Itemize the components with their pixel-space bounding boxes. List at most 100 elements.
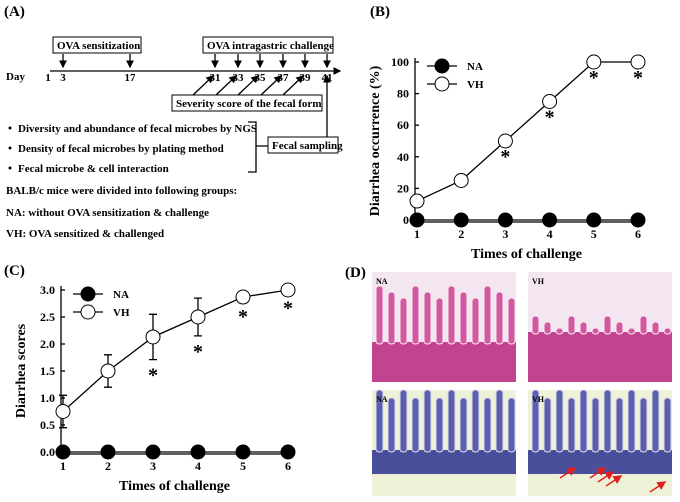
panel-label: (B) bbox=[370, 4, 390, 20]
legend-marker bbox=[80, 304, 96, 320]
box bbox=[52, 36, 142, 54]
y-tick-label: 80 bbox=[397, 87, 409, 101]
villus bbox=[435, 397, 444, 453]
bracket bbox=[248, 121, 268, 173]
villus bbox=[387, 291, 396, 345]
y-tick-label: 0 bbox=[403, 213, 409, 227]
annotation: * bbox=[193, 341, 203, 363]
red-arrow bbox=[649, 481, 667, 493]
villus bbox=[483, 397, 492, 453]
villus bbox=[411, 285, 420, 345]
x-tick-label: 5 bbox=[591, 227, 597, 241]
villus bbox=[447, 285, 456, 345]
villus bbox=[483, 285, 492, 345]
x-axis-label: Times of challenge bbox=[471, 247, 582, 262]
y-tick-label: 1.0 bbox=[40, 391, 55, 405]
histology-image: NA bbox=[372, 389, 516, 496]
bullet bbox=[8, 146, 12, 150]
villus bbox=[627, 327, 636, 335]
villus bbox=[591, 397, 600, 453]
villus bbox=[543, 397, 552, 453]
legend-label: VH bbox=[113, 307, 130, 319]
villus bbox=[651, 321, 660, 335]
image-label: VH bbox=[532, 277, 545, 286]
bullet bbox=[8, 166, 12, 170]
marker bbox=[542, 212, 558, 228]
tissue bbox=[528, 450, 672, 474]
box-text: Severity score of the fecal form bbox=[176, 98, 321, 110]
villus bbox=[531, 315, 540, 335]
x-tick-label: 2 bbox=[105, 459, 111, 473]
annotation: * bbox=[148, 365, 158, 387]
villus bbox=[387, 397, 396, 453]
marker bbox=[100, 363, 116, 379]
marker bbox=[542, 94, 558, 109]
box bbox=[202, 36, 334, 54]
day-prefix: Day bbox=[6, 71, 25, 83]
legend-marker bbox=[434, 58, 450, 74]
arrow bbox=[237, 75, 259, 96]
bullet-text: Fecal microbe & cell interaction bbox=[18, 163, 169, 175]
red-arrow bbox=[597, 471, 615, 483]
villus bbox=[471, 389, 480, 453]
villus bbox=[471, 297, 480, 345]
bullet-text: Diversity and abundance of fecal microbe… bbox=[18, 123, 257, 135]
marker bbox=[235, 289, 251, 305]
marker bbox=[145, 444, 161, 460]
marker bbox=[630, 212, 646, 228]
panel-a: (A) OVA sensitization OVA intragastric c… bbox=[4, 4, 343, 240]
text: VH: OVA sensitized & challenged bbox=[6, 228, 164, 240]
legend-marker bbox=[80, 286, 96, 302]
day-label: 41 bbox=[322, 72, 333, 84]
villus bbox=[615, 397, 624, 453]
villus bbox=[435, 297, 444, 345]
y-tick-label: 3.0 bbox=[40, 283, 55, 297]
box-text: Fecal sampling bbox=[272, 140, 343, 152]
day-label: 31 bbox=[210, 72, 221, 84]
annotation: * bbox=[283, 298, 293, 320]
marker bbox=[586, 54, 602, 70]
marker bbox=[497, 133, 513, 149]
villus bbox=[603, 389, 612, 453]
panel-label: (D) bbox=[345, 265, 366, 281]
x-tick-label: 4 bbox=[195, 459, 201, 473]
villus bbox=[423, 389, 432, 453]
annotation: * bbox=[238, 306, 248, 328]
text: NA: without OVA sensitization & challeng… bbox=[6, 207, 209, 219]
arrow bbox=[192, 75, 214, 96]
x-tick-label: 1 bbox=[60, 459, 66, 473]
villus bbox=[555, 327, 564, 335]
villus bbox=[375, 285, 384, 345]
villus bbox=[627, 389, 636, 453]
marker bbox=[630, 54, 646, 70]
y-tick-label: 20 bbox=[397, 181, 409, 195]
villus bbox=[579, 389, 588, 453]
villus bbox=[375, 389, 384, 453]
y-tick-label: 0.0 bbox=[40, 445, 55, 459]
villus bbox=[567, 315, 576, 335]
image-bg bbox=[372, 390, 516, 496]
x-tick-label: 5 bbox=[240, 459, 246, 473]
day-label: 17 bbox=[125, 72, 137, 84]
series-line bbox=[416, 61, 638, 202]
day-label: 39 bbox=[300, 72, 312, 84]
x-tick-label: 3 bbox=[150, 459, 156, 473]
villus bbox=[507, 297, 516, 345]
legend-marker bbox=[434, 76, 450, 92]
marker bbox=[235, 444, 251, 460]
tissue bbox=[372, 450, 516, 474]
villus bbox=[531, 389, 540, 453]
villus bbox=[459, 291, 468, 345]
day-label: 35 bbox=[255, 72, 267, 84]
villus bbox=[495, 291, 504, 345]
annotation: * bbox=[545, 107, 555, 129]
day-label: 3 bbox=[60, 72, 66, 84]
villus bbox=[507, 397, 516, 453]
histology-image: NA bbox=[372, 272, 516, 382]
arrow bbox=[282, 75, 304, 96]
image-label: VH bbox=[532, 395, 545, 404]
legend-label: NA bbox=[113, 289, 129, 301]
panel-label: (A) bbox=[4, 4, 25, 20]
villus bbox=[423, 291, 432, 345]
